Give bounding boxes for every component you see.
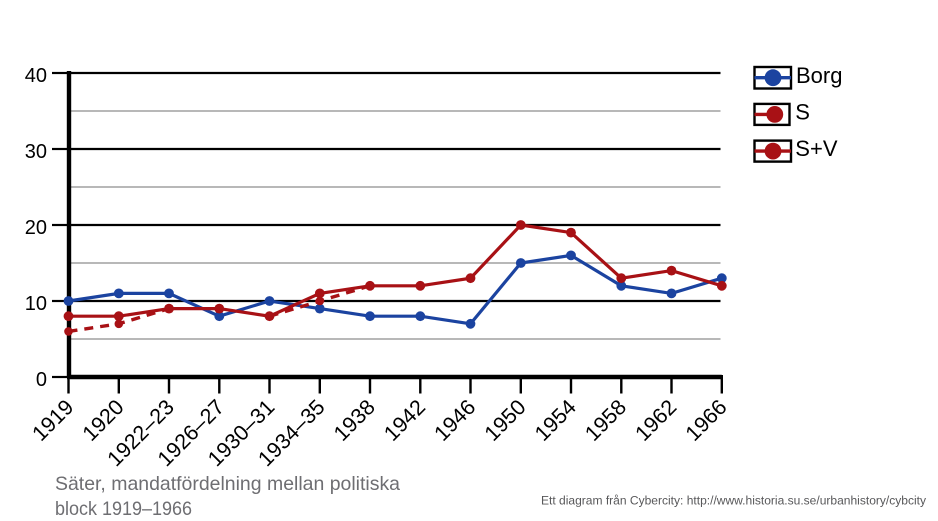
svg-text:Ett diagram från Cybercity: ht: Ett diagram från Cybercity: http://www.h…: [541, 494, 927, 508]
svg-text:0: 0: [36, 369, 47, 391]
svg-text:10: 10: [25, 293, 47, 315]
svg-text:block 1919–1966: block 1919–1966: [55, 498, 192, 520]
svg-text:S: S: [795, 100, 810, 125]
svg-text:Säter, mandatfördelning mellan: Säter, mandatfördelning mellan politiska: [55, 473, 400, 495]
svg-text:Borg: Borg: [796, 63, 842, 88]
svg-text:40: 40: [25, 65, 47, 87]
svg-text:20: 20: [25, 217, 47, 239]
svg-text:S+V: S+V: [795, 136, 838, 161]
svg-text:30: 30: [25, 141, 47, 163]
